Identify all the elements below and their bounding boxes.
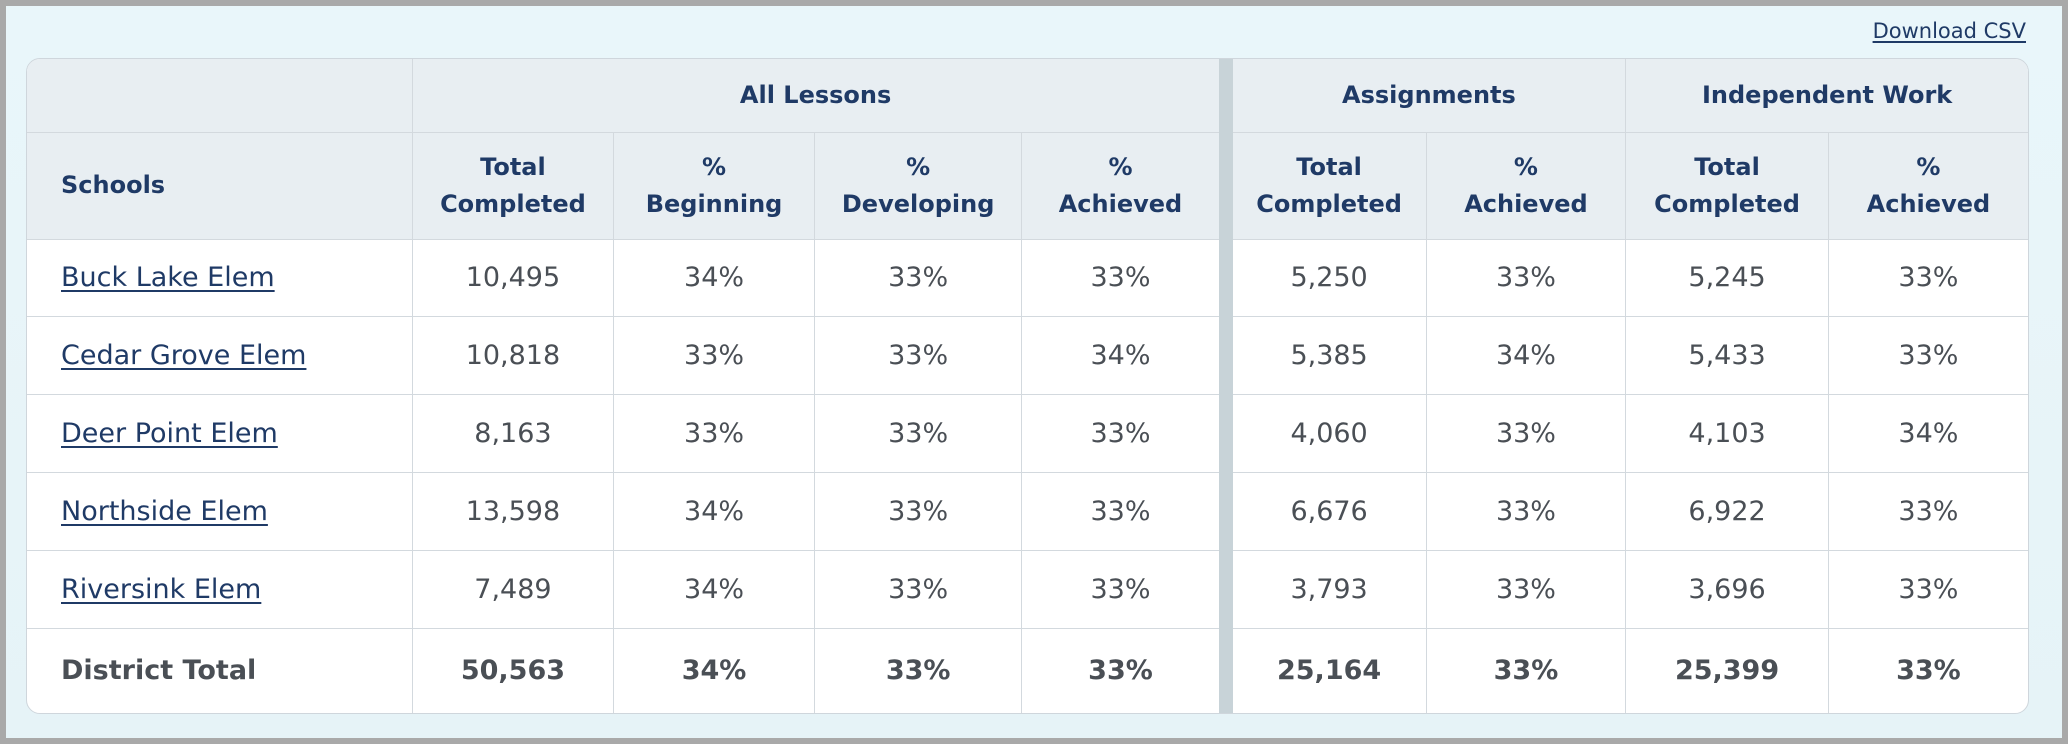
table-cell: 3,696 [1625, 549, 1829, 629]
total-cell: 25,399 [1625, 627, 1829, 713]
table-cell: 33% [1827, 238, 2028, 318]
table-cell: 33% [1827, 549, 2028, 629]
table-cell: 34% [613, 238, 815, 318]
table-cell: 33% [813, 238, 1023, 318]
all-lessons-beginning-header[interactable]: % Beginning [613, 131, 815, 240]
table-cell: 33% [1425, 549, 1627, 629]
table-cell: 33% [1425, 394, 1627, 473]
column-header-row: Schools Total Completed % Beginning % Devel… [27, 131, 2028, 240]
report-panel: Download CSV All Lessons Assignments Ind… [6, 6, 2062, 738]
district-total-label: District Total [27, 627, 413, 713]
table-row: Northside Elem 13,598 34% 33% 33% 6,676 … [27, 471, 2028, 551]
table-row: Deer Point Elem 8,163 33% 33% 33% 4,060 … [27, 394, 2028, 473]
school-link[interactable]: Cedar Grove Elem [61, 340, 307, 372]
school-link[interactable]: Riversink Elem [61, 573, 262, 605]
table-cell: 33% [1021, 238, 1233, 318]
school-report-table: All Lessons Assignments Independent Work… [26, 58, 2029, 714]
table-cell: 34% [1425, 316, 1627, 396]
group-header-row: All Lessons Assignments Independent Work [27, 59, 2028, 133]
table-row: Cedar Grove Elem 10,818 33% 33% 34% 5,38… [27, 316, 2028, 396]
download-csv-link[interactable]: Download CSV [1872, 19, 2026, 43]
independent-achieved-header[interactable]: % Achieved [1827, 131, 2028, 240]
table-cell: 4,060 [1225, 394, 1427, 473]
table-cell: 13,598 [411, 471, 615, 551]
assignments-achieved-header[interactable]: % Achieved [1425, 131, 1627, 240]
school-link[interactable]: Deer Point Elem [61, 418, 278, 450]
table-cell: 33% [1425, 238, 1627, 318]
total-cell: 34% [613, 627, 815, 713]
table-cell: 33% [1021, 471, 1233, 551]
table-cell: 8,163 [411, 394, 615, 473]
table-cell: 5,385 [1225, 316, 1427, 396]
table-cell: 33% [813, 394, 1023, 473]
table-cell: 6,676 [1225, 471, 1427, 551]
table-cell: 33% [813, 549, 1023, 629]
empty-corner-cell [27, 59, 413, 133]
table-cell: 34% [613, 471, 815, 551]
table-cell: 4,103 [1625, 394, 1829, 473]
table-cell: 5,250 [1225, 238, 1427, 318]
all-lessons-developing-header[interactable]: % Developing [813, 131, 1023, 240]
district-total-row: District Total 50,563 34% 33% 33% 25,164… [27, 627, 2028, 713]
table-cell: 5,433 [1625, 316, 1829, 396]
total-cell: 50,563 [411, 627, 615, 713]
table-cell: 7,489 [411, 549, 615, 629]
table-cell: 34% [613, 549, 815, 629]
group-assignments: Assignments [1225, 59, 1627, 133]
table-cell: 33% [1425, 471, 1627, 551]
table-row: Riversink Elem 7,489 34% 33% 33% 3,793 3… [27, 549, 2028, 629]
table-cell: 33% [613, 394, 815, 473]
table-cell: 33% [1021, 549, 1233, 629]
table-cell: 5,245 [1625, 238, 1829, 318]
table-cell: 33% [813, 471, 1023, 551]
table-cell: 34% [1827, 394, 2028, 473]
all-lessons-total-completed-header[interactable]: Total Completed [411, 131, 615, 240]
school-link[interactable]: Buck Lake Elem [61, 262, 275, 294]
group-independent-work: Independent Work [1625, 59, 2028, 133]
total-cell: 25,164 [1225, 627, 1427, 713]
independent-total-completed-header[interactable]: Total Completed [1625, 131, 1829, 240]
total-cell: 33% [1827, 627, 2028, 713]
schools-column-header[interactable]: Schools [27, 131, 413, 240]
school-link[interactable]: Northside Elem [61, 495, 268, 527]
table-cell: 3,793 [1225, 549, 1427, 629]
table-cell: 10,495 [411, 238, 615, 318]
all-lessons-achieved-header[interactable]: % Achieved [1021, 131, 1233, 240]
total-cell: 33% [813, 627, 1023, 713]
table-cell: 34% [1021, 316, 1233, 396]
total-cell: 33% [1021, 627, 1233, 713]
table-cell: 6,922 [1625, 471, 1829, 551]
table-cell: 10,818 [411, 316, 615, 396]
table-cell: 33% [1827, 316, 2028, 396]
table-cell: 33% [613, 316, 815, 396]
group-all-lessons: All Lessons [411, 59, 1233, 133]
table-cell: 33% [1827, 471, 2028, 551]
table-cell: 33% [813, 316, 1023, 396]
assignments-total-completed-header[interactable]: Total Completed [1225, 131, 1427, 240]
table-cell: 33% [1021, 394, 1233, 473]
total-cell: 33% [1425, 627, 1627, 713]
table-row: Buck Lake Elem 10,495 34% 33% 33% 5,250 … [27, 238, 2028, 318]
